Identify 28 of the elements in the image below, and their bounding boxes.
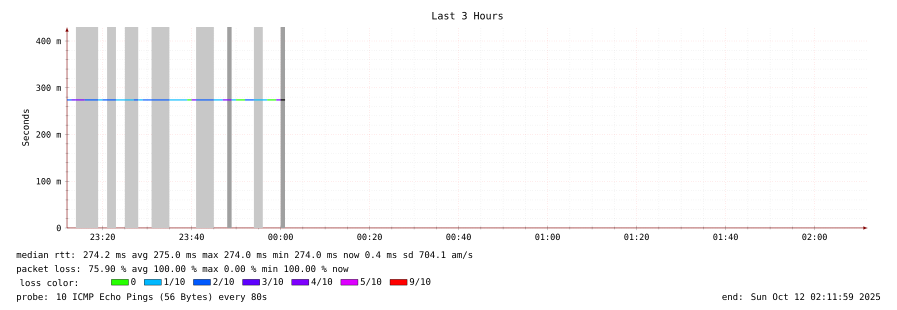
x-tick-label: 00:00 (268, 234, 293, 240)
legend-label: 3/10 (262, 278, 283, 286)
text: end: Sun Oct 12 02:11:59 2025 (722, 293, 880, 300)
legend-label: 4/10 (311, 278, 332, 286)
y-tick-label: 0 (56, 224, 61, 232)
x-tick-label: 23:40 (179, 234, 204, 240)
chart-title: Last 3 Hours (432, 12, 503, 20)
legend-label: 1/10 (164, 278, 185, 286)
x-tick-label: 01:20 (624, 234, 649, 240)
legend-label: 9/10 (410, 278, 430, 286)
text: probe: 10 ICMP Echo Pings (56 Bytes) every 80s (17, 293, 266, 302)
y-tick-label: 400 m (36, 38, 61, 44)
text: packet loss: 75.90 % avg 100.00 % max 0.00 % min 100.00 % now (17, 265, 349, 274)
x-tick-label: 00:40 (446, 234, 471, 240)
y-tick-label: 300 m (36, 84, 61, 91)
legend-label: 0 (131, 278, 136, 285)
legend-label: 5/10 (360, 278, 382, 286)
x-tick-label: 01:00 (535, 234, 560, 240)
x-tick-label: 23:20 (90, 234, 115, 240)
x-tick-label: 02:00 (802, 234, 827, 240)
y-axis-title: Seconds (22, 109, 29, 146)
x-tick-label: 00:20 (357, 234, 382, 240)
x-tick-label: 01:40 (713, 234, 738, 240)
text: median rtt: 274.2 ms avg 275.0 ms max 274.0 ms min 274.0 ms now 0.4 ms sd 704.1 am/s (16, 251, 472, 260)
legend-title: loss color: (20, 279, 77, 286)
y-tick-label: 200 m (36, 131, 61, 138)
legend-label: 2/10 (213, 278, 234, 286)
y-tick-label: 100 m (36, 178, 61, 184)
